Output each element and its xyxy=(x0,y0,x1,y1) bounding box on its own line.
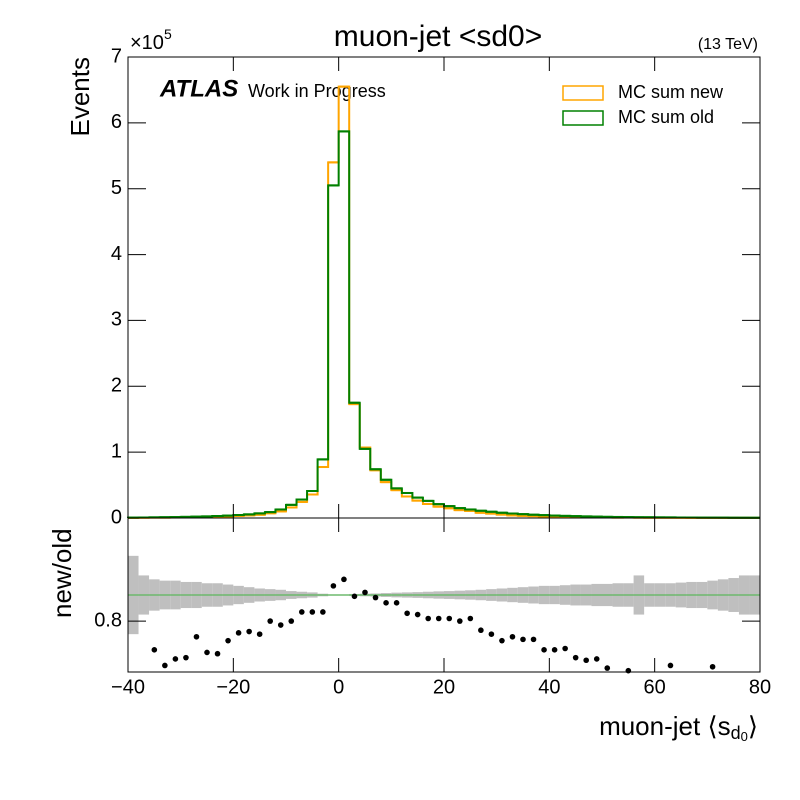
experiment-label: ATLAS xyxy=(159,75,238,102)
ratio-point xyxy=(320,609,326,615)
ratio-point xyxy=(151,647,158,653)
ratio-point xyxy=(425,615,432,622)
ratio-point xyxy=(667,662,674,669)
ratio-point xyxy=(530,636,537,643)
x-axis-label: muon-jet ⟨sd0⟩ xyxy=(599,711,758,745)
legend-label: MC sum old xyxy=(618,107,714,127)
y-tick-label: 3 xyxy=(111,309,122,331)
x-axis-label-sub: d xyxy=(731,723,741,743)
x-tick-label: 40 xyxy=(538,676,560,698)
ratio-point xyxy=(435,615,442,622)
y-multiplier-base: ×10 xyxy=(130,32,164,54)
ratio-point xyxy=(225,637,231,644)
legend-swatch xyxy=(562,85,604,101)
ratio-point xyxy=(235,630,242,636)
x-axis-label-text: muon-jet ⟨s xyxy=(599,711,731,741)
status-label: Work in Progress xyxy=(248,81,386,101)
ratio-point xyxy=(583,657,589,664)
y-tick-label: 2 xyxy=(111,375,122,397)
x-tick-label: 60 xyxy=(644,676,666,698)
y-tick-label: 1 xyxy=(111,440,122,462)
ratio-point xyxy=(478,627,484,634)
ratio-point xyxy=(404,610,410,617)
ratio-point xyxy=(372,594,379,601)
y-axis-label: Events xyxy=(65,57,95,137)
y-tick-label: 6 xyxy=(111,111,122,133)
legend-swatch xyxy=(562,110,604,126)
ratio-point xyxy=(193,633,200,640)
energy-label: (13 TeV) xyxy=(698,36,758,53)
ratio-point xyxy=(183,654,189,661)
ratio-point xyxy=(393,600,400,606)
y-tick-label: 4 xyxy=(111,243,122,265)
y-multiplier: ×105 xyxy=(130,26,172,55)
chart-title: muon-jet <sd0> xyxy=(334,20,542,53)
ratio-point xyxy=(541,647,547,653)
ratio-point xyxy=(488,631,495,637)
y-tick-label: 7 xyxy=(111,45,122,67)
ratio-point xyxy=(299,609,305,615)
ratio-point xyxy=(288,618,295,624)
ratio-point xyxy=(562,645,568,652)
ratio-point xyxy=(593,656,600,662)
ratio-point xyxy=(499,637,505,644)
ratio-point xyxy=(204,649,210,656)
x-axis-label-close: ⟩ xyxy=(748,711,758,741)
ratio-point xyxy=(572,654,579,661)
x-tick-label: −40 xyxy=(111,676,145,698)
plot-frame xyxy=(127,517,761,673)
x-tick-label: 20 xyxy=(433,676,455,698)
ratio-point xyxy=(509,633,516,640)
ratio-point xyxy=(267,618,274,624)
ratio-point xyxy=(246,628,252,635)
y-tick-label: 5 xyxy=(111,177,122,199)
ratio-point xyxy=(362,589,368,596)
ratio-point xyxy=(256,631,263,637)
y-tick-label: 0.8 xyxy=(94,609,122,631)
ratio-point xyxy=(277,622,284,628)
ratio-point xyxy=(214,650,221,657)
ratio-point xyxy=(604,665,611,671)
x-tick-label: 0 xyxy=(333,676,344,698)
ratio-point xyxy=(309,609,316,615)
ratio-point xyxy=(351,593,358,600)
ratio-point xyxy=(446,615,453,622)
ratio-point xyxy=(467,615,474,622)
x-axis-label-subsub: 0 xyxy=(741,729,748,744)
ratio-point xyxy=(625,667,632,674)
ratio-point xyxy=(330,583,337,589)
ratio-point xyxy=(551,647,558,653)
y-multiplier-exponent: 5 xyxy=(164,26,172,42)
ratio-point xyxy=(457,618,463,624)
legend-label: MC sum new xyxy=(618,82,724,102)
x-tick-label: 80 xyxy=(749,676,771,698)
ratio-point xyxy=(383,600,389,606)
ratio-point xyxy=(341,576,347,583)
ratio-point xyxy=(414,611,421,618)
x-tick-label: −20 xyxy=(216,676,250,698)
ratio-point xyxy=(162,662,168,669)
ratio-y-axis-label: new/old xyxy=(47,528,77,618)
y-tick-label: 0 xyxy=(111,506,122,528)
ratio-point xyxy=(172,656,179,662)
ratio-point xyxy=(520,636,526,643)
ratio-point xyxy=(709,663,716,670)
